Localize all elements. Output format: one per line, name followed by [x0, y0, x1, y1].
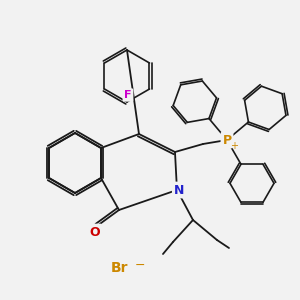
Text: −: −	[135, 259, 145, 272]
Text: F: F	[124, 90, 132, 100]
Text: +: +	[230, 141, 238, 151]
Text: O: O	[90, 226, 100, 238]
Text: N: N	[174, 184, 184, 196]
Text: P: P	[222, 134, 232, 146]
Text: Br: Br	[111, 261, 129, 275]
